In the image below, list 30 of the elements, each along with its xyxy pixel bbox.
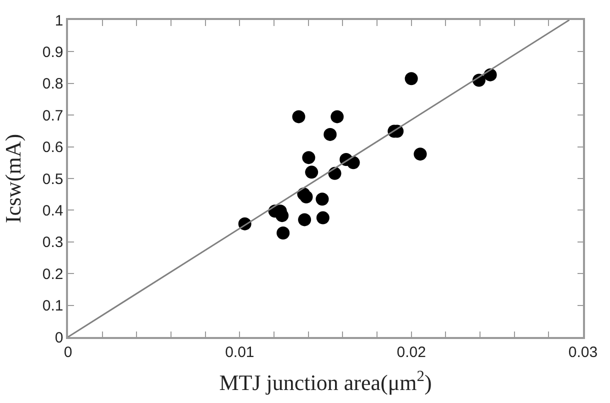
x-tick-label: 0.01 [225, 344, 254, 361]
x-tick-label: 0.03 [568, 344, 598, 361]
y-tick-label: 0.9 [42, 44, 64, 61]
y-tick-label: 0.6 [42, 139, 64, 156]
point [292, 110, 306, 124]
point [404, 72, 418, 86]
y-tick-label: 0 [54, 329, 64, 346]
y-tick-label: 0.8 [42, 76, 64, 93]
y-tick-label: 0.5 [42, 170, 64, 188]
y-tick-label: 0.7 [42, 107, 64, 124]
point [276, 209, 289, 222]
point [346, 156, 360, 170]
y-tick-label: 0.2 [42, 266, 64, 283]
y-tick-label: 0.4 [42, 202, 64, 220]
y-tick-label: 1 [54, 12, 64, 30]
point [414, 148, 427, 161]
point [316, 211, 330, 224]
x-axis-title: MTJ junction area(μm$^{2}$) [219, 368, 432, 396]
point [305, 166, 318, 179]
point [316, 192, 329, 206]
point [276, 226, 290, 240]
x-tick-label: 0.02 [396, 344, 426, 361]
point [298, 213, 312, 226]
point [330, 110, 344, 124]
y-axis-title: Icsw(mA) [0, 134, 26, 224]
y-tick-label: 0.3 [42, 234, 64, 252]
point [302, 151, 316, 164]
point [324, 128, 337, 141]
point [300, 190, 313, 204]
y-tick-label: 0.1 [42, 298, 64, 315]
